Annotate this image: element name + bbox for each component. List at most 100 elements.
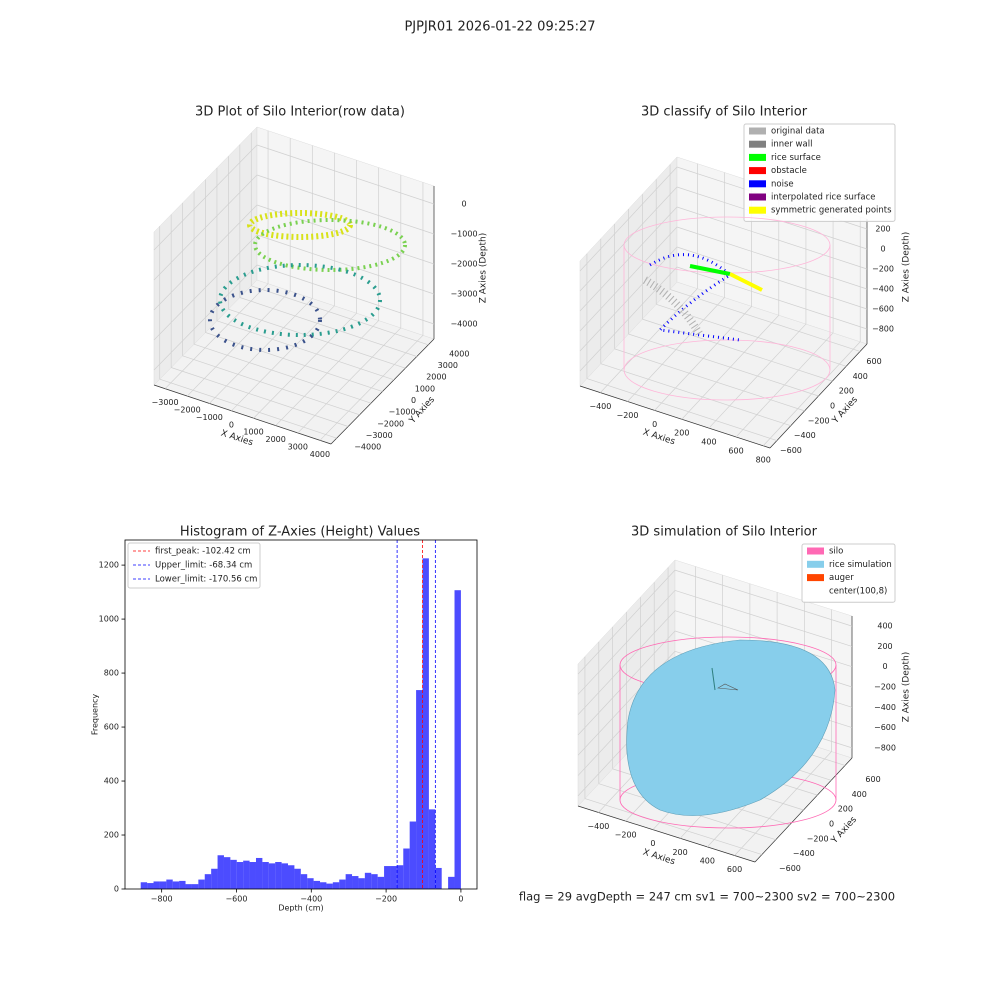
bar	[153, 881, 160, 889]
symmetric-cloud	[729, 272, 763, 292]
x-tick-label: −2000	[174, 406, 201, 415]
z-tick-label: −400	[872, 285, 894, 294]
z-tick-label: 400	[877, 622, 892, 631]
x-tick-label: 0	[650, 839, 655, 848]
y-tick-label: 0	[830, 402, 835, 411]
y-tick-label: −600	[779, 864, 801, 873]
grid-line	[153, 234, 258, 341]
legend-label: silo	[829, 547, 843, 557]
y-tick-label: 600	[104, 723, 119, 732]
grid-line	[669, 289, 861, 352]
bar	[422, 558, 429, 889]
bar	[191, 884, 199, 889]
z-tick-label: 200	[875, 225, 890, 234]
grid-line	[676, 246, 868, 310]
rice-surface-cloud	[689, 264, 731, 276]
y-tick-label: 200	[104, 831, 119, 840]
bar	[217, 855, 224, 889]
y-tick-label: 0	[411, 396, 416, 405]
bar	[243, 860, 250, 889]
x-tick-label: −400	[587, 822, 609, 831]
axis-line	[577, 805, 756, 863]
legend-label: original data	[771, 127, 825, 137]
x-tick-label: −3000	[152, 398, 179, 407]
bar	[332, 882, 340, 889]
legend-label: inner wall	[771, 140, 812, 150]
legend-label: rice surface	[771, 153, 821, 163]
legend-swatch	[749, 167, 766, 175]
bar	[230, 859, 237, 889]
legend-swatch	[807, 560, 824, 568]
x-tick-label: 4000	[310, 450, 330, 459]
bar	[371, 874, 378, 889]
bar	[223, 857, 231, 889]
legend-swatch	[749, 193, 766, 201]
grid-line	[239, 297, 417, 357]
legend-label: Upper_limit: -68.34 cm	[155, 561, 252, 571]
y-tick-label: 3000	[438, 361, 458, 370]
x-tick-label: −200	[375, 895, 397, 904]
bar	[396, 865, 404, 889]
bar	[172, 881, 180, 889]
noise-cloud	[649, 253, 741, 342]
bar	[416, 690, 423, 889]
z-tick-label: −800	[872, 325, 894, 334]
grid-line	[674, 569, 853, 627]
bar	[358, 878, 365, 889]
y-tick-label: 4000	[449, 349, 469, 358]
grid-line	[182, 355, 360, 416]
legend-swatch	[807, 547, 824, 555]
z-tick-label: 200	[877, 642, 892, 651]
x-tick-label: 200	[672, 848, 687, 857]
bar	[390, 866, 397, 889]
plot-frame	[124, 539, 478, 890]
bar	[294, 868, 301, 889]
grid-line	[579, 206, 678, 312]
y-tick-label: −2000	[377, 419, 404, 428]
grid-line	[228, 308, 406, 369]
x-tick-label: 400	[700, 856, 715, 865]
bar	[185, 884, 192, 889]
x-tick-label: 600	[727, 865, 742, 874]
grid-line	[193, 343, 372, 404]
chart-title: 3D Plot of Silo Interior(row data)	[195, 105, 405, 120]
z-tick-label: −400	[874, 703, 896, 712]
x-tick-label: −200	[617, 411, 639, 420]
grid-line	[256, 174, 435, 235]
axis-line	[579, 385, 771, 449]
x-tick-label: 0	[229, 420, 234, 429]
bar	[179, 880, 186, 889]
x-tick-label: 2000	[266, 435, 286, 444]
y-tick-label: 600	[866, 357, 881, 366]
grid-line	[600, 363, 791, 427]
legend-swatch	[807, 574, 824, 582]
grid-line	[205, 332, 383, 392]
bar	[262, 862, 269, 889]
bar	[140, 882, 148, 889]
x-axis-label: Depth (cm)	[278, 904, 323, 913]
x-tick-label: −200	[615, 831, 637, 840]
decoration	[208, 210, 837, 829]
grid-line	[579, 266, 678, 372]
y-tick-label: −400	[793, 849, 815, 858]
legend-label: obstacle	[771, 166, 807, 176]
y-tick-label: 400	[852, 790, 867, 799]
bar	[454, 590, 461, 889]
axis-label: Z Axies (Depth)	[902, 232, 912, 303]
legend-swatch	[807, 587, 824, 595]
axis-label: Z Axies (Depth)	[479, 233, 489, 304]
x-tick-label: −400	[300, 895, 322, 904]
legend-swatch	[749, 153, 766, 161]
y-tick-label: 400	[853, 372, 868, 381]
legend-swatch	[749, 127, 766, 135]
grid-line	[579, 166, 678, 272]
bar	[352, 876, 359, 889]
y-tick-label: 1000	[415, 384, 435, 393]
x-tick-label: −1000	[196, 413, 223, 422]
chart-title: 3D classify of Silo Interior	[641, 105, 808, 120]
axis-label: Z Axies (Depth)	[902, 652, 912, 723]
grid-line	[656, 303, 847, 367]
z-tick-label: −600	[874, 723, 896, 732]
cloud-ring	[253, 218, 407, 272]
